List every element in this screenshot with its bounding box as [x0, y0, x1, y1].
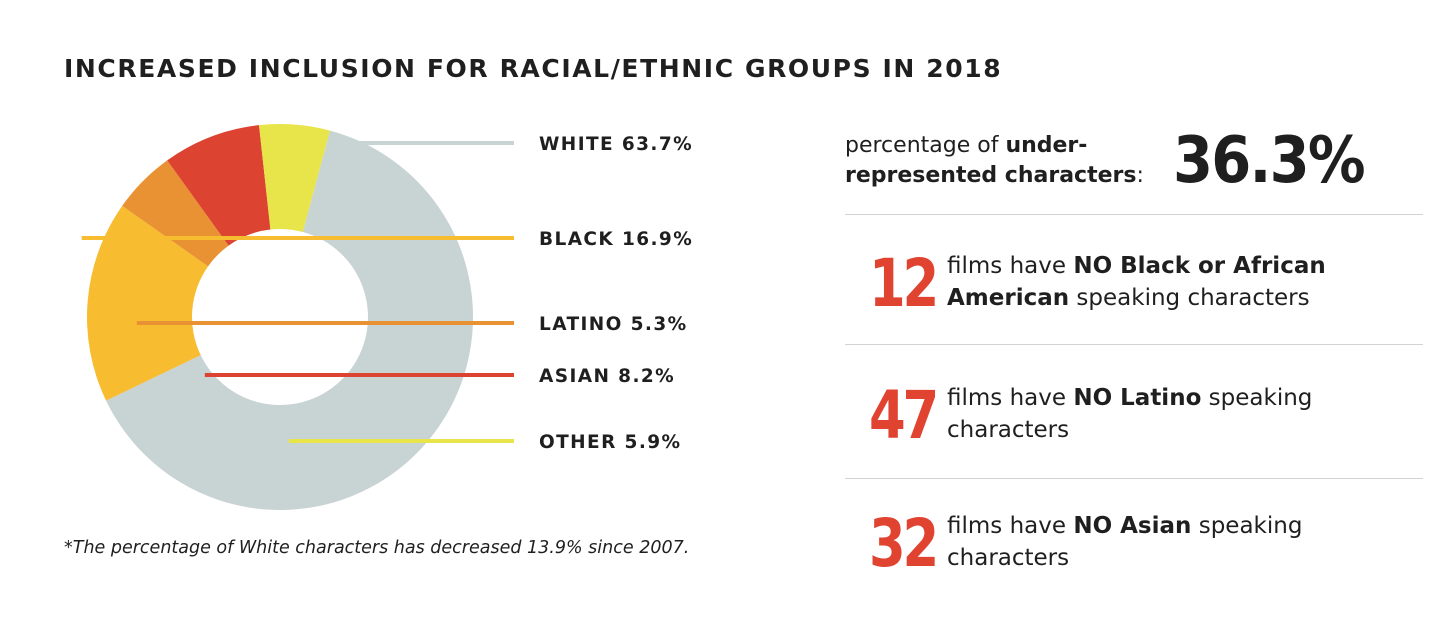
stat-bold: NO Black or African American: [947, 253, 1326, 311]
divider: [845, 214, 1423, 215]
summary-value: 36.3%: [1172, 124, 1366, 198]
legend-label-asian: ASIAN 8.2%: [539, 366, 675, 387]
stat-block: 32 films have NO Asian speaking characte…: [845, 496, 1423, 592]
divider: [845, 344, 1423, 345]
stat-pre: films have: [947, 253, 1074, 279]
donut-slice-white: [106, 130, 473, 511]
stat-pre: films have: [947, 513, 1074, 539]
footnote: *The percentage of White characters has …: [64, 538, 690, 558]
chart-title: INCREASED INCLUSION FOR RACIAL/ETHNIC GR…: [64, 54, 1003, 83]
stat-post: speaking characters: [947, 513, 1303, 571]
stat-number: 12: [869, 245, 939, 322]
donut-chart: WHITE 63.7% BLACK 16.9% LATINO 5.3% ASIAN 8…: [81, 124, 693, 511]
stat-post: speaking characters: [947, 385, 1313, 443]
summary-label: percentage of under-represented characte…: [845, 131, 1157, 191]
stat-text: films have NO Asian speaking characters: [947, 510, 1377, 574]
summary-block: percentage of under-represented characte…: [845, 122, 1385, 200]
stat-post: speaking characters: [1069, 285, 1310, 311]
summary-prefix: percentage of: [845, 133, 1006, 158]
stat-bold: NO Latino: [1073, 385, 1202, 411]
stat-block: 47 films have NO Latino speaking charact…: [845, 368, 1423, 464]
stat-number: 32: [869, 505, 939, 582]
donut-legend: WHITE 63.7% BLACK 16.9% LATINO 5.3% ASIAN 8…: [81, 134, 693, 453]
donut-slice-black: [86, 205, 209, 401]
summary-suffix: :: [1136, 163, 1144, 188]
stat-block: 12 films have NO Black or African Americ…: [845, 236, 1423, 332]
stat-text: films have NO Latino speaking characters: [947, 382, 1377, 446]
stat-bold: NO Asian: [1073, 513, 1192, 539]
legend-label-black: BLACK 16.9%: [539, 229, 693, 250]
donut-slice-other: [259, 124, 330, 232]
legend-label-other: OTHER 5.9%: [539, 432, 681, 453]
divider: [845, 478, 1423, 479]
legend-label-white: WHITE 63.7%: [539, 134, 693, 155]
stat-pre: films have: [947, 385, 1074, 411]
stat-text: films have NO Black or African American …: [947, 250, 1377, 314]
summary-bold: under-represented characters: [845, 133, 1137, 188]
donut-slice-asian: [167, 125, 271, 246]
stat-number: 47: [869, 377, 939, 454]
donut-slices: [86, 124, 473, 511]
legend-label-latino: LATINO 5.3%: [539, 314, 688, 335]
